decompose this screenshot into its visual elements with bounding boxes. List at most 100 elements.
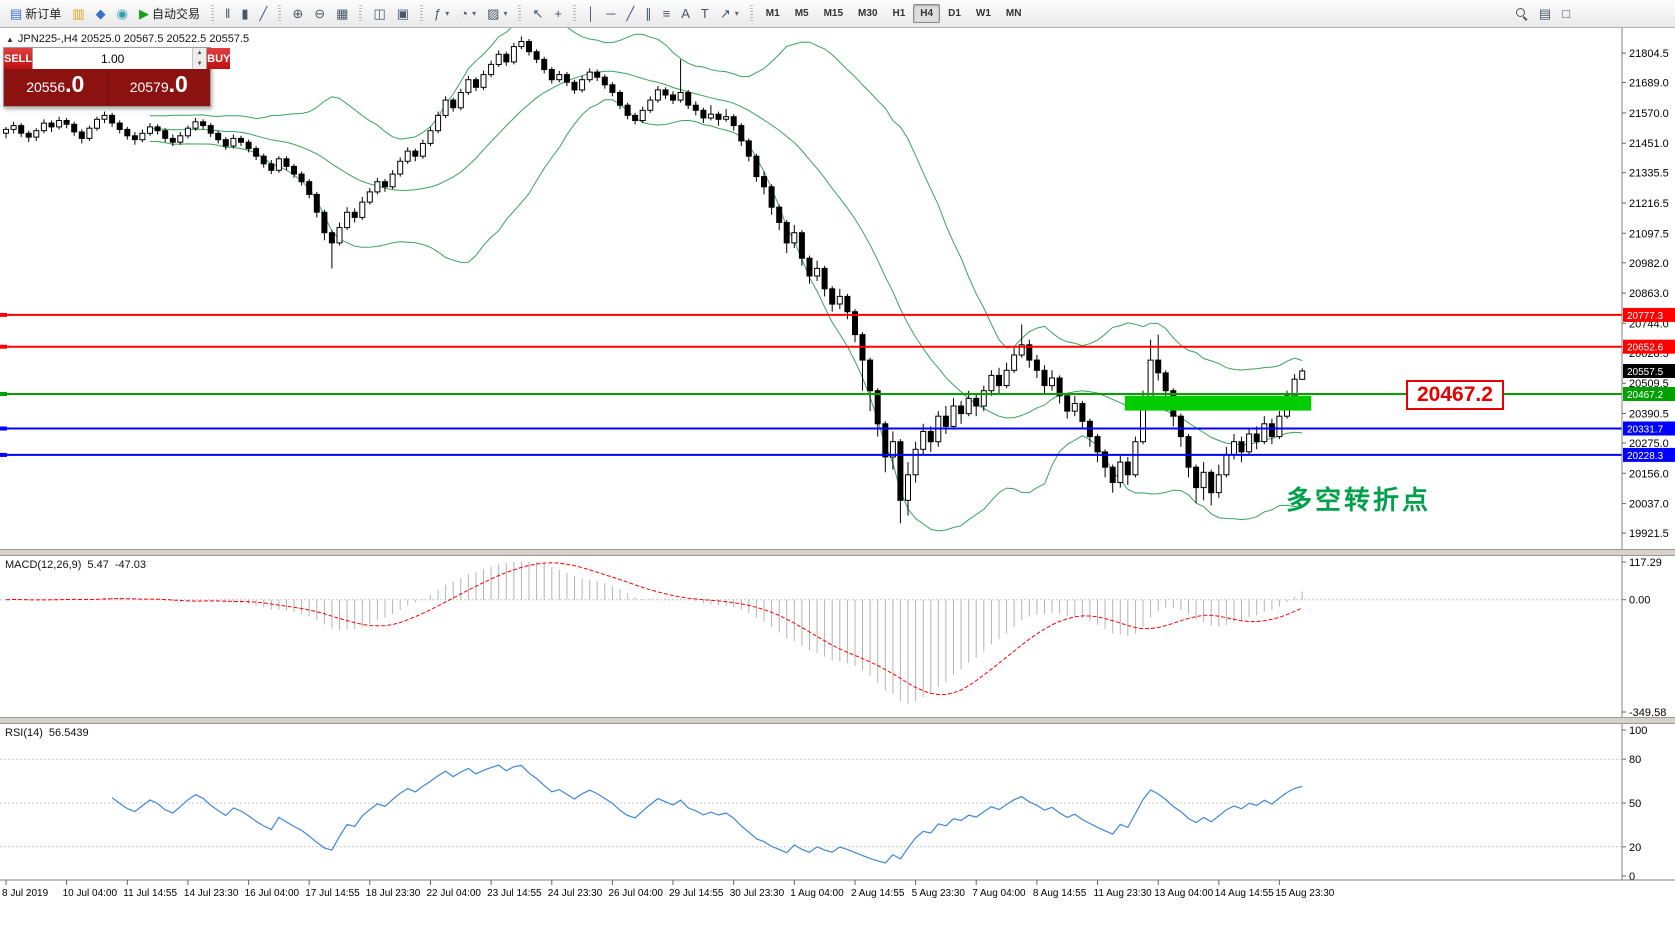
horizontal-line-button[interactable]: ─ [601, 2, 620, 26]
candle-body [162, 130, 169, 139]
timeframe-h4[interactable]: H4 [913, 4, 941, 23]
navigator-button[interactable]: ◆ [91, 2, 111, 26]
candle-body [40, 122, 47, 132]
level-handle[interactable] [0, 452, 7, 457]
volume-decrease-button[interactable]: ▼ [193, 58, 207, 69]
candle-body [927, 431, 934, 443]
chart-canvas[interactable]: 21804.5 21689.0 21570.0 21451.0 21335.5 21216… [0, 28, 1675, 950]
candle-body [579, 79, 586, 91]
macd-name: MACD(12,26,9) [5, 559, 82, 571]
chart-list-button[interactable]: □ [1557, 2, 1575, 26]
y-axis-label: 21451.0 [1629, 138, 1669, 150]
candle-body [184, 127, 191, 137]
timeframe-m15[interactable]: M15 [823, 8, 844, 19]
crosshair-button[interactable]: + [549, 2, 567, 26]
candle-body [1147, 359, 1154, 399]
timeframe-m30[interactable]: M30 [858, 8, 878, 19]
x-axis-label: 16 Jul 04:00 [245, 888, 300, 899]
candle-body [639, 109, 646, 122]
fibonacci-button[interactable]: ≡ [658, 2, 676, 26]
candle-body [495, 53, 502, 65]
level-handle[interactable] [0, 312, 7, 317]
buy-button[interactable]: BUY [207, 48, 231, 69]
candle-body [245, 141, 252, 150]
sell-button[interactable]: SELL [4, 48, 33, 69]
timeframe-d1[interactable]: D1 [948, 8, 961, 19]
one-click-trading-panel: SELL ▲ ▼ BUY 20556.0 20579.0 [3, 47, 231, 107]
time-axis[interactable]: 8 Jul 2019 10 Jul 04:00 11 Jul 14:55 14 Jul… [0, 879, 1675, 899]
arrows-button[interactable]: ↗ ▾ [715, 2, 744, 26]
rsi-axis-label: 80 [1629, 754, 1641, 766]
terminal-button[interactable]: ◉ [112, 2, 133, 26]
candle-body [685, 92, 692, 106]
candle-body [1132, 441, 1139, 476]
timeframe-h1[interactable]: H1 [892, 8, 906, 19]
level-handle[interactable] [0, 344, 7, 349]
zoom-in-button[interactable]: ⊕ [287, 2, 308, 26]
rsi-value: 56.5439 [48, 727, 89, 739]
market-watch-button[interactable]: ▥ [67, 2, 89, 26]
timeframe-m5[interactable]: M5 [794, 8, 809, 19]
timeframe-m1[interactable]: M1 [765, 8, 780, 19]
zoom-out-button[interactable]: ⊖ [309, 2, 330, 26]
candle-body [1071, 403, 1078, 412]
text-label-button[interactable]: T [696, 2, 714, 26]
price-axis[interactable]: 21804.5 21689.0 21570.0 21451.0 21335.5 21216… [1621, 28, 1675, 880]
turning-point-annotation[interactable]: 多空转折点 [1286, 485, 1432, 515]
text-button[interactable]: A [676, 2, 695, 26]
x-axis-label: 5 Aug 23:30 [912, 888, 966, 899]
toolbar-grip [420, 4, 424, 23]
cascade-windows-icon: ▣ [396, 6, 410, 21]
vertical-line-icon: │ [586, 6, 596, 21]
line-chart-button[interactable]: ╱ [255, 2, 273, 26]
new-order-button[interactable]: ▤ 新订单 [5, 2, 66, 26]
candle-body [723, 116, 730, 120]
autotrading-button[interactable]: ▶ 自动交易 [134, 2, 205, 26]
candle-body [1018, 344, 1025, 356]
candle-body [912, 448, 919, 476]
volume-increase-button[interactable]: ▲ [193, 48, 207, 59]
vertical-line-button[interactable]: │ [582, 2, 600, 26]
level-handle[interactable] [0, 392, 7, 396]
main-panel[interactable] [0, 28, 1622, 532]
volume-input[interactable] [33, 48, 193, 69]
candle-body [753, 155, 760, 178]
data-window-button[interactable]: ▤ [1534, 2, 1556, 26]
bar-chart-button[interactable]: ‖ [220, 2, 235, 26]
auto-arrange-button[interactable]: ◫ [368, 2, 390, 26]
candle-body [973, 397, 980, 407]
templates-button[interactable]: ▨ ▾ [482, 2, 512, 26]
candle-body [1011, 354, 1018, 371]
sell-price-display[interactable]: 20556.0 [4, 69, 107, 106]
periods-button[interactable]: ◔ ▾ [455, 2, 481, 26]
panel-splitter[interactable] [0, 549, 1675, 556]
chart-type-group: ‖ ▮ ╱ [220, 2, 272, 26]
zoom-group: ⊕ ⊖ ▦ [287, 2, 353, 26]
bollinger-upper-band[interactable] [150, 28, 1303, 371]
buy-price-display[interactable]: 20579.0 [106, 69, 211, 106]
panel-splitter[interactable] [0, 717, 1675, 724]
rsi-panel[interactable]: 100 80 50 20 0 [0, 725, 1647, 883]
candle-body [63, 120, 70, 125]
level-handle[interactable] [0, 426, 7, 431]
key-level-price-label[interactable]: 20467.2 [1406, 380, 1504, 410]
candlestick-chart-button[interactable]: ▮ [236, 2, 253, 26]
timeframe-w1[interactable]: W1 [975, 8, 991, 19]
equidistant-channel-button[interactable]: ∥ [640, 2, 657, 26]
tile-windows-button[interactable]: ▦ [331, 2, 353, 26]
timeframe-mn[interactable]: MN [1005, 8, 1022, 19]
one-click-expander-icon[interactable]: ▲ [6, 34, 14, 44]
horizontal-line-icon: ─ [606, 6, 616, 21]
candle-body [1268, 423, 1275, 437]
trendline-button[interactable]: ╱ [621, 2, 639, 26]
highlight-zone[interactable] [1124, 395, 1312, 411]
indicators-button[interactable]: ƒ ▾ [429, 2, 454, 26]
rsi-line[interactable] [111, 764, 1303, 864]
cursor-button[interactable]: ↖ [527, 2, 548, 26]
search-button[interactable] [1510, 2, 1533, 26]
candle-body [798, 232, 805, 259]
macd-signal-line[interactable] [5, 562, 1303, 696]
macd-panel[interactable]: 117.29 0.00 -349.58 [0, 557, 1666, 719]
bollinger-middle-band[interactable] [149, 70, 1303, 446]
cascade-windows-button[interactable]: ▣ [392, 2, 414, 26]
